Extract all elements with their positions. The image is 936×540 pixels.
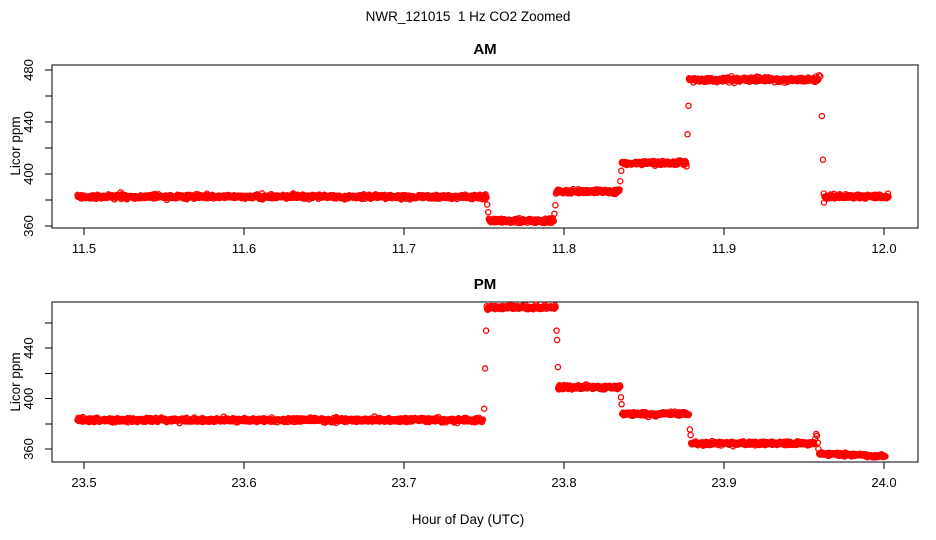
- panel-pm-title: PM: [474, 276, 497, 293]
- transition-point: [814, 439, 822, 446]
- transition-point: [820, 190, 828, 197]
- y-tick-label: 360: [21, 438, 36, 460]
- am-data-points: [74, 71, 892, 227]
- transition-point: [551, 210, 558, 217]
- x-tick-label: 23.9: [711, 475, 736, 490]
- transition-point: [818, 112, 826, 120]
- transition-point: [618, 401, 625, 408]
- transition-point: [687, 431, 694, 439]
- y-tick-label: 360: [21, 215, 36, 237]
- transition-point: [552, 201, 559, 209]
- plot-box: [51, 301, 919, 463]
- am-panel: 11.5 11.6 11.7 11.8 11.9 12.0 360 400 440 480: [21, 59, 919, 256]
- y-tick-label: 400: [21, 388, 36, 410]
- transition-point: [481, 365, 489, 372]
- x-tick-label: 24.0: [871, 475, 896, 490]
- transition-point: [617, 394, 625, 401]
- transition-point: [815, 71, 823, 79]
- transition-point: [618, 167, 625, 175]
- main-title: NWR_121015 1 Hz CO2 Zoomed: [366, 9, 571, 24]
- x-tick-label: 23.7: [391, 475, 416, 490]
- transition-point: [819, 156, 827, 163]
- am-y-axis-label: Licor ppm: [8, 116, 23, 175]
- x-tick-label: 11.8: [552, 241, 576, 256]
- transition-point: [817, 73, 824, 80]
- transition-point: [685, 102, 692, 110]
- transition-point: [480, 405, 488, 412]
- transition-point: [815, 445, 822, 453]
- x-axis-label: Hour of Day (UTC): [412, 512, 525, 527]
- pm-y-axis-label: Licor ppm: [8, 352, 23, 411]
- y-tick-label: 400: [21, 163, 36, 185]
- transition-point: [617, 177, 624, 185]
- x-tick-label: 23.6: [231, 475, 256, 490]
- transition-point: [483, 201, 491, 208]
- pm-panel: 23.5 23.6 23.7 23.8 23.9 24.0 360 400 440: [21, 301, 919, 490]
- y-tick-label: 480: [21, 59, 36, 81]
- transition-point: [684, 131, 691, 138]
- x-tick-label: 11.5: [72, 241, 96, 256]
- plot-box: [51, 64, 919, 229]
- x-tick-label: 11.6: [232, 241, 256, 256]
- pm-data-points: [74, 301, 889, 461]
- x-tick-label: 23.5: [71, 475, 96, 490]
- panel-am-title: AM: [473, 41, 496, 58]
- transition-point: [484, 209, 492, 216]
- transition-point: [686, 426, 694, 433]
- x-tick-label: 11.7: [392, 241, 416, 256]
- x-tick-label: 12.0: [871, 241, 896, 256]
- x-tick-label: 23.8: [551, 475, 576, 490]
- transition-point: [553, 327, 560, 334]
- transition-point: [554, 363, 562, 371]
- y-tick-label: 440: [21, 111, 36, 133]
- transition-point: [813, 432, 821, 440]
- transition-point: [820, 199, 828, 206]
- transition-point: [482, 327, 490, 334]
- x-tick-label: 11.9: [712, 241, 736, 256]
- y-tick-label: 440: [21, 337, 36, 359]
- transition-point: [553, 336, 561, 344]
